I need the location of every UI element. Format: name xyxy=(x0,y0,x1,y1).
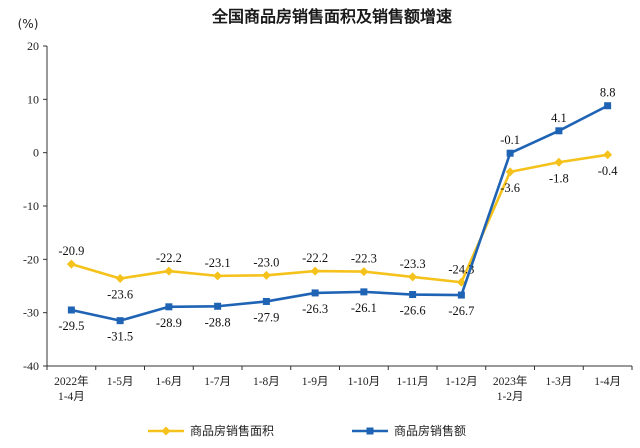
series-1: -29.5 -31.5 -28.9 -28.8 -27.9 -26.3 -26.1 -26.6… xyxy=(58,86,615,344)
data-label: 8.8 xyxy=(600,86,616,100)
x-tick-label: 2023年 xyxy=(493,374,528,388)
data-point-marker xyxy=(555,127,563,135)
data-point-marker xyxy=(359,267,369,277)
y-tick-label: 10 xyxy=(27,92,39,106)
data-point-marker xyxy=(67,306,75,314)
data-label: -26.1 xyxy=(351,301,377,315)
data-label: -28.8 xyxy=(205,315,231,329)
data-point-marker xyxy=(213,271,223,281)
legend-label: 商品房销售额 xyxy=(394,423,466,438)
y-tick-label: -40 xyxy=(23,359,39,373)
series-line xyxy=(71,104,609,322)
y-axis: 20 10 0 -10 -20 -30 -40 xyxy=(23,39,48,373)
data-label: -29.5 xyxy=(58,319,84,333)
data-point-marker xyxy=(310,266,320,276)
data-point-marker xyxy=(214,302,222,310)
x-tick-label: 2022年 xyxy=(54,374,89,388)
data-label: -31.5 xyxy=(107,330,133,344)
legend-label: 商品房销售面积 xyxy=(190,423,274,438)
data-point-marker xyxy=(603,150,613,160)
data-label: -20.9 xyxy=(58,244,84,258)
y-tick-label: 20 xyxy=(27,39,39,53)
y-tick-label: -30 xyxy=(23,306,39,320)
data-label: -26.7 xyxy=(448,304,474,318)
legend-item-1: 商品房销售额 xyxy=(352,423,466,438)
x-tick-label: 1-9月 xyxy=(302,376,329,388)
series-layer: -20.9 -23.6 -22.2 -23.1 -23.0 -22.2 -22.3 -23.3… xyxy=(58,86,618,344)
data-label: -0.4 xyxy=(598,164,619,178)
y-tick-label: -20 xyxy=(23,252,39,266)
data-label: -27.9 xyxy=(253,310,279,324)
data-label: -1.8 xyxy=(549,171,569,185)
y-tick-label: -10 xyxy=(23,199,39,213)
x-tick-label: 1-3月 xyxy=(545,376,572,388)
data-label: -0.1 xyxy=(500,133,520,147)
data-label: -3.6 xyxy=(500,181,520,195)
x-tick-label: 1-5月 xyxy=(107,376,134,388)
data-label: -22.2 xyxy=(302,251,328,265)
data-point-marker xyxy=(505,167,515,177)
x-tick-label: 1-12月 xyxy=(445,376,478,388)
x-tick-label: 1-11月 xyxy=(397,376,429,388)
data-label: -23.0 xyxy=(253,255,279,269)
data-point-marker xyxy=(311,289,319,297)
data-point-marker xyxy=(457,291,465,299)
x-tick-label: 1-6月 xyxy=(155,376,182,388)
data-point-marker xyxy=(604,102,612,110)
data-point-marker xyxy=(409,291,417,299)
data-label: 4.1 xyxy=(551,111,567,125)
x-axis: 2022年 1-4月 1-5月 1-6月 1-7月 1-8月 1-9月 1-10月 1-11月 1… xyxy=(46,365,633,403)
data-point-marker xyxy=(116,317,124,325)
x-tick-label: 1-2月 xyxy=(497,391,524,403)
legend-item-0: 商品房销售面积 xyxy=(148,423,274,438)
data-point-marker xyxy=(262,297,270,305)
x-tick-label: 1-4月 xyxy=(58,391,85,403)
data-point-marker xyxy=(456,277,466,287)
data-point-marker xyxy=(261,270,271,280)
data-point-marker xyxy=(554,157,564,167)
data-label: -22.2 xyxy=(156,251,182,265)
data-label: -23.3 xyxy=(400,257,426,271)
data-point-marker xyxy=(115,274,125,284)
data-point-marker xyxy=(408,272,418,282)
data-point-marker xyxy=(164,266,174,276)
data-label: -22.3 xyxy=(351,252,377,266)
series-0: -20.9 -23.6 -22.2 -23.1 -23.0 -22.2 -22.3 -23.3… xyxy=(58,150,619,302)
data-point-marker xyxy=(506,149,514,157)
x-tick-label: 1-8月 xyxy=(253,376,280,388)
x-tick-label: 1-4月 xyxy=(594,376,621,388)
series-line xyxy=(71,153,608,284)
y-axis-unit-label: (%) xyxy=(18,17,39,31)
data-label: -23.6 xyxy=(107,288,133,302)
x-tick-label: 1-7月 xyxy=(204,376,231,388)
legend-marker xyxy=(161,426,171,436)
chart-title: 全国商品房销售面积及销售额增速 xyxy=(211,7,452,26)
x-tick-label: 1-10月 xyxy=(348,376,381,388)
data-label: -26.3 xyxy=(302,302,328,316)
y-tick-label: 0 xyxy=(33,146,39,160)
data-label: -23.1 xyxy=(205,256,231,270)
legend-marker xyxy=(366,427,374,435)
legend: 商品房销售面积 商品房销售额 xyxy=(148,423,466,438)
data-point-marker xyxy=(66,259,76,269)
data-point-marker xyxy=(360,288,368,296)
data-label: -26.6 xyxy=(400,304,426,318)
data-point-marker xyxy=(165,303,173,311)
data-label: -28.9 xyxy=(156,316,182,330)
